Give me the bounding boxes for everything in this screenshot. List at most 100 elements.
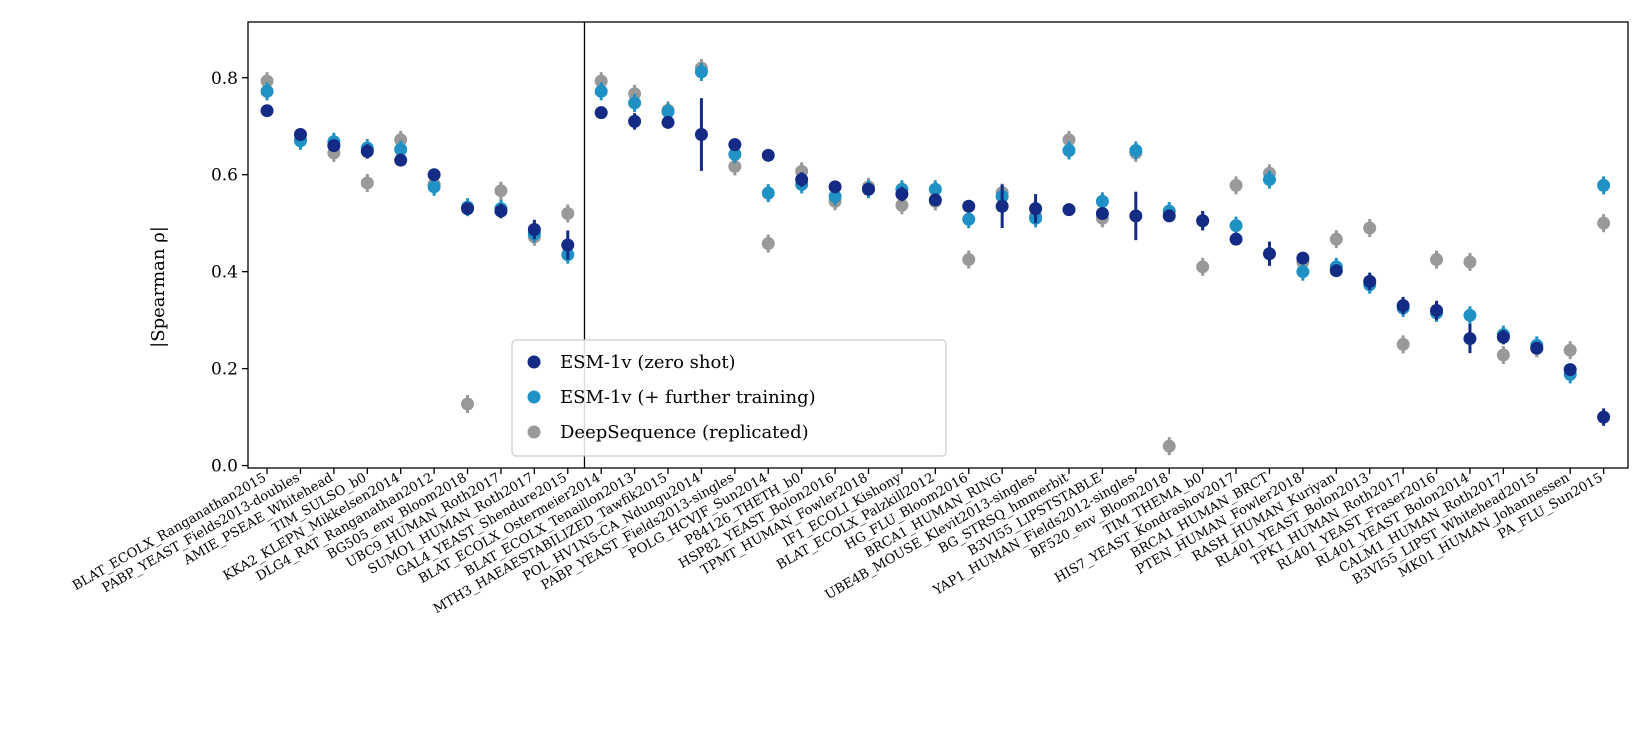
- data-point: [861, 182, 875, 196]
- data-point: [494, 204, 508, 218]
- axes-frame: [247, 21, 1629, 469]
- data-point: [761, 148, 775, 162]
- data-point: [1430, 303, 1444, 317]
- legend-label: DeepSequence (replicated): [560, 422, 809, 443]
- y-tick-label: 0.0: [211, 457, 238, 477]
- data-point: [461, 202, 475, 216]
- data-point: [728, 138, 742, 152]
- data-point: [260, 84, 274, 98]
- legend-label: ESM-1v (+ further training): [560, 387, 816, 408]
- data-point: [527, 222, 541, 236]
- data-point: [1396, 337, 1410, 351]
- data-point: [1262, 173, 1276, 187]
- data-point: [1095, 194, 1109, 208]
- legend: ESM-1v (zero shot) ESM-1v (+ further trai…: [511, 339, 947, 457]
- data-point: [962, 199, 976, 213]
- data-point: [1095, 206, 1109, 220]
- data-point: [1162, 439, 1176, 453]
- data-point: [327, 139, 341, 153]
- data-point: [828, 180, 842, 194]
- legend-box: [511, 339, 947, 457]
- data-point: [360, 176, 374, 190]
- data-point: [995, 199, 1009, 213]
- data-point: [1229, 232, 1243, 246]
- data-point: [1196, 260, 1210, 274]
- data-point: [561, 206, 575, 220]
- data-point: [594, 106, 608, 120]
- y-tick-label: 0.6: [211, 166, 238, 186]
- data-point: [628, 87, 642, 101]
- y-axis-label: |Spearman ρ|: [148, 226, 169, 348]
- data-point: [962, 253, 976, 267]
- legend-marker: [527, 355, 541, 369]
- data-point: [1363, 274, 1377, 288]
- data-point: [1463, 332, 1477, 346]
- data-point: [394, 153, 408, 167]
- data-point: [260, 74, 274, 88]
- legend-marker: [527, 425, 541, 439]
- data-point: [1329, 232, 1343, 246]
- data-point: [895, 198, 909, 212]
- data-point: [1597, 216, 1611, 230]
- data-point: [694, 127, 708, 141]
- data-point: [1262, 247, 1276, 261]
- data-point: [1229, 219, 1243, 233]
- data-point: [1062, 133, 1076, 147]
- data-point: [494, 184, 508, 198]
- data-point: [1129, 209, 1143, 223]
- data-point: [1329, 264, 1343, 278]
- data-point: [728, 159, 742, 173]
- data-point: [1196, 214, 1210, 228]
- data-point: [394, 133, 408, 147]
- data-point: [394, 142, 408, 156]
- data-point: [1597, 178, 1611, 192]
- data-point: [1496, 348, 1510, 362]
- data-point: [928, 193, 942, 207]
- y-tick-label: 0.8: [211, 69, 238, 89]
- data-point: [1597, 410, 1611, 424]
- data-point: [1363, 221, 1377, 235]
- data-point: [594, 84, 608, 98]
- data-point: [1229, 178, 1243, 192]
- data-point: [360, 144, 374, 158]
- data-point: [561, 238, 575, 252]
- y-tick-label: 0.2: [211, 360, 238, 380]
- data-point: [1496, 330, 1510, 344]
- data-point: [1463, 308, 1477, 322]
- data-point: [594, 74, 608, 88]
- data-point: [1062, 203, 1076, 217]
- legend-marker: [527, 390, 541, 404]
- data-point: [427, 180, 441, 194]
- data-point: [895, 187, 909, 201]
- data-point: [962, 212, 976, 226]
- data-point: [728, 147, 742, 161]
- data-point: [293, 127, 307, 141]
- data-point: [1029, 202, 1043, 216]
- data-point: [1563, 363, 1577, 377]
- data-point: [928, 182, 942, 196]
- data-point: [661, 105, 675, 119]
- data-point: [1062, 143, 1076, 157]
- data-point: [427, 168, 441, 182]
- data-point: [1430, 253, 1444, 267]
- data-point: [260, 104, 274, 118]
- data-point: [1296, 251, 1310, 265]
- data-point: [1563, 343, 1577, 357]
- data-point: [761, 237, 775, 251]
- data-point: [795, 173, 809, 187]
- data-point: [1296, 265, 1310, 279]
- plot-area: [260, 22, 1611, 468]
- data-point: [628, 114, 642, 128]
- data-point: [1530, 341, 1544, 355]
- data-point: [1396, 299, 1410, 313]
- data-point: [1129, 143, 1143, 157]
- legend-label: ESM-1v (zero shot): [560, 352, 736, 373]
- y-tick-label: 0.4: [211, 263, 238, 283]
- data-point: [461, 397, 475, 411]
- data-point: [661, 115, 675, 129]
- data-point: [694, 65, 708, 79]
- data-point: [828, 190, 842, 204]
- series-esm1v-zero-shot: [260, 98, 1611, 426]
- data-point: [1162, 209, 1176, 223]
